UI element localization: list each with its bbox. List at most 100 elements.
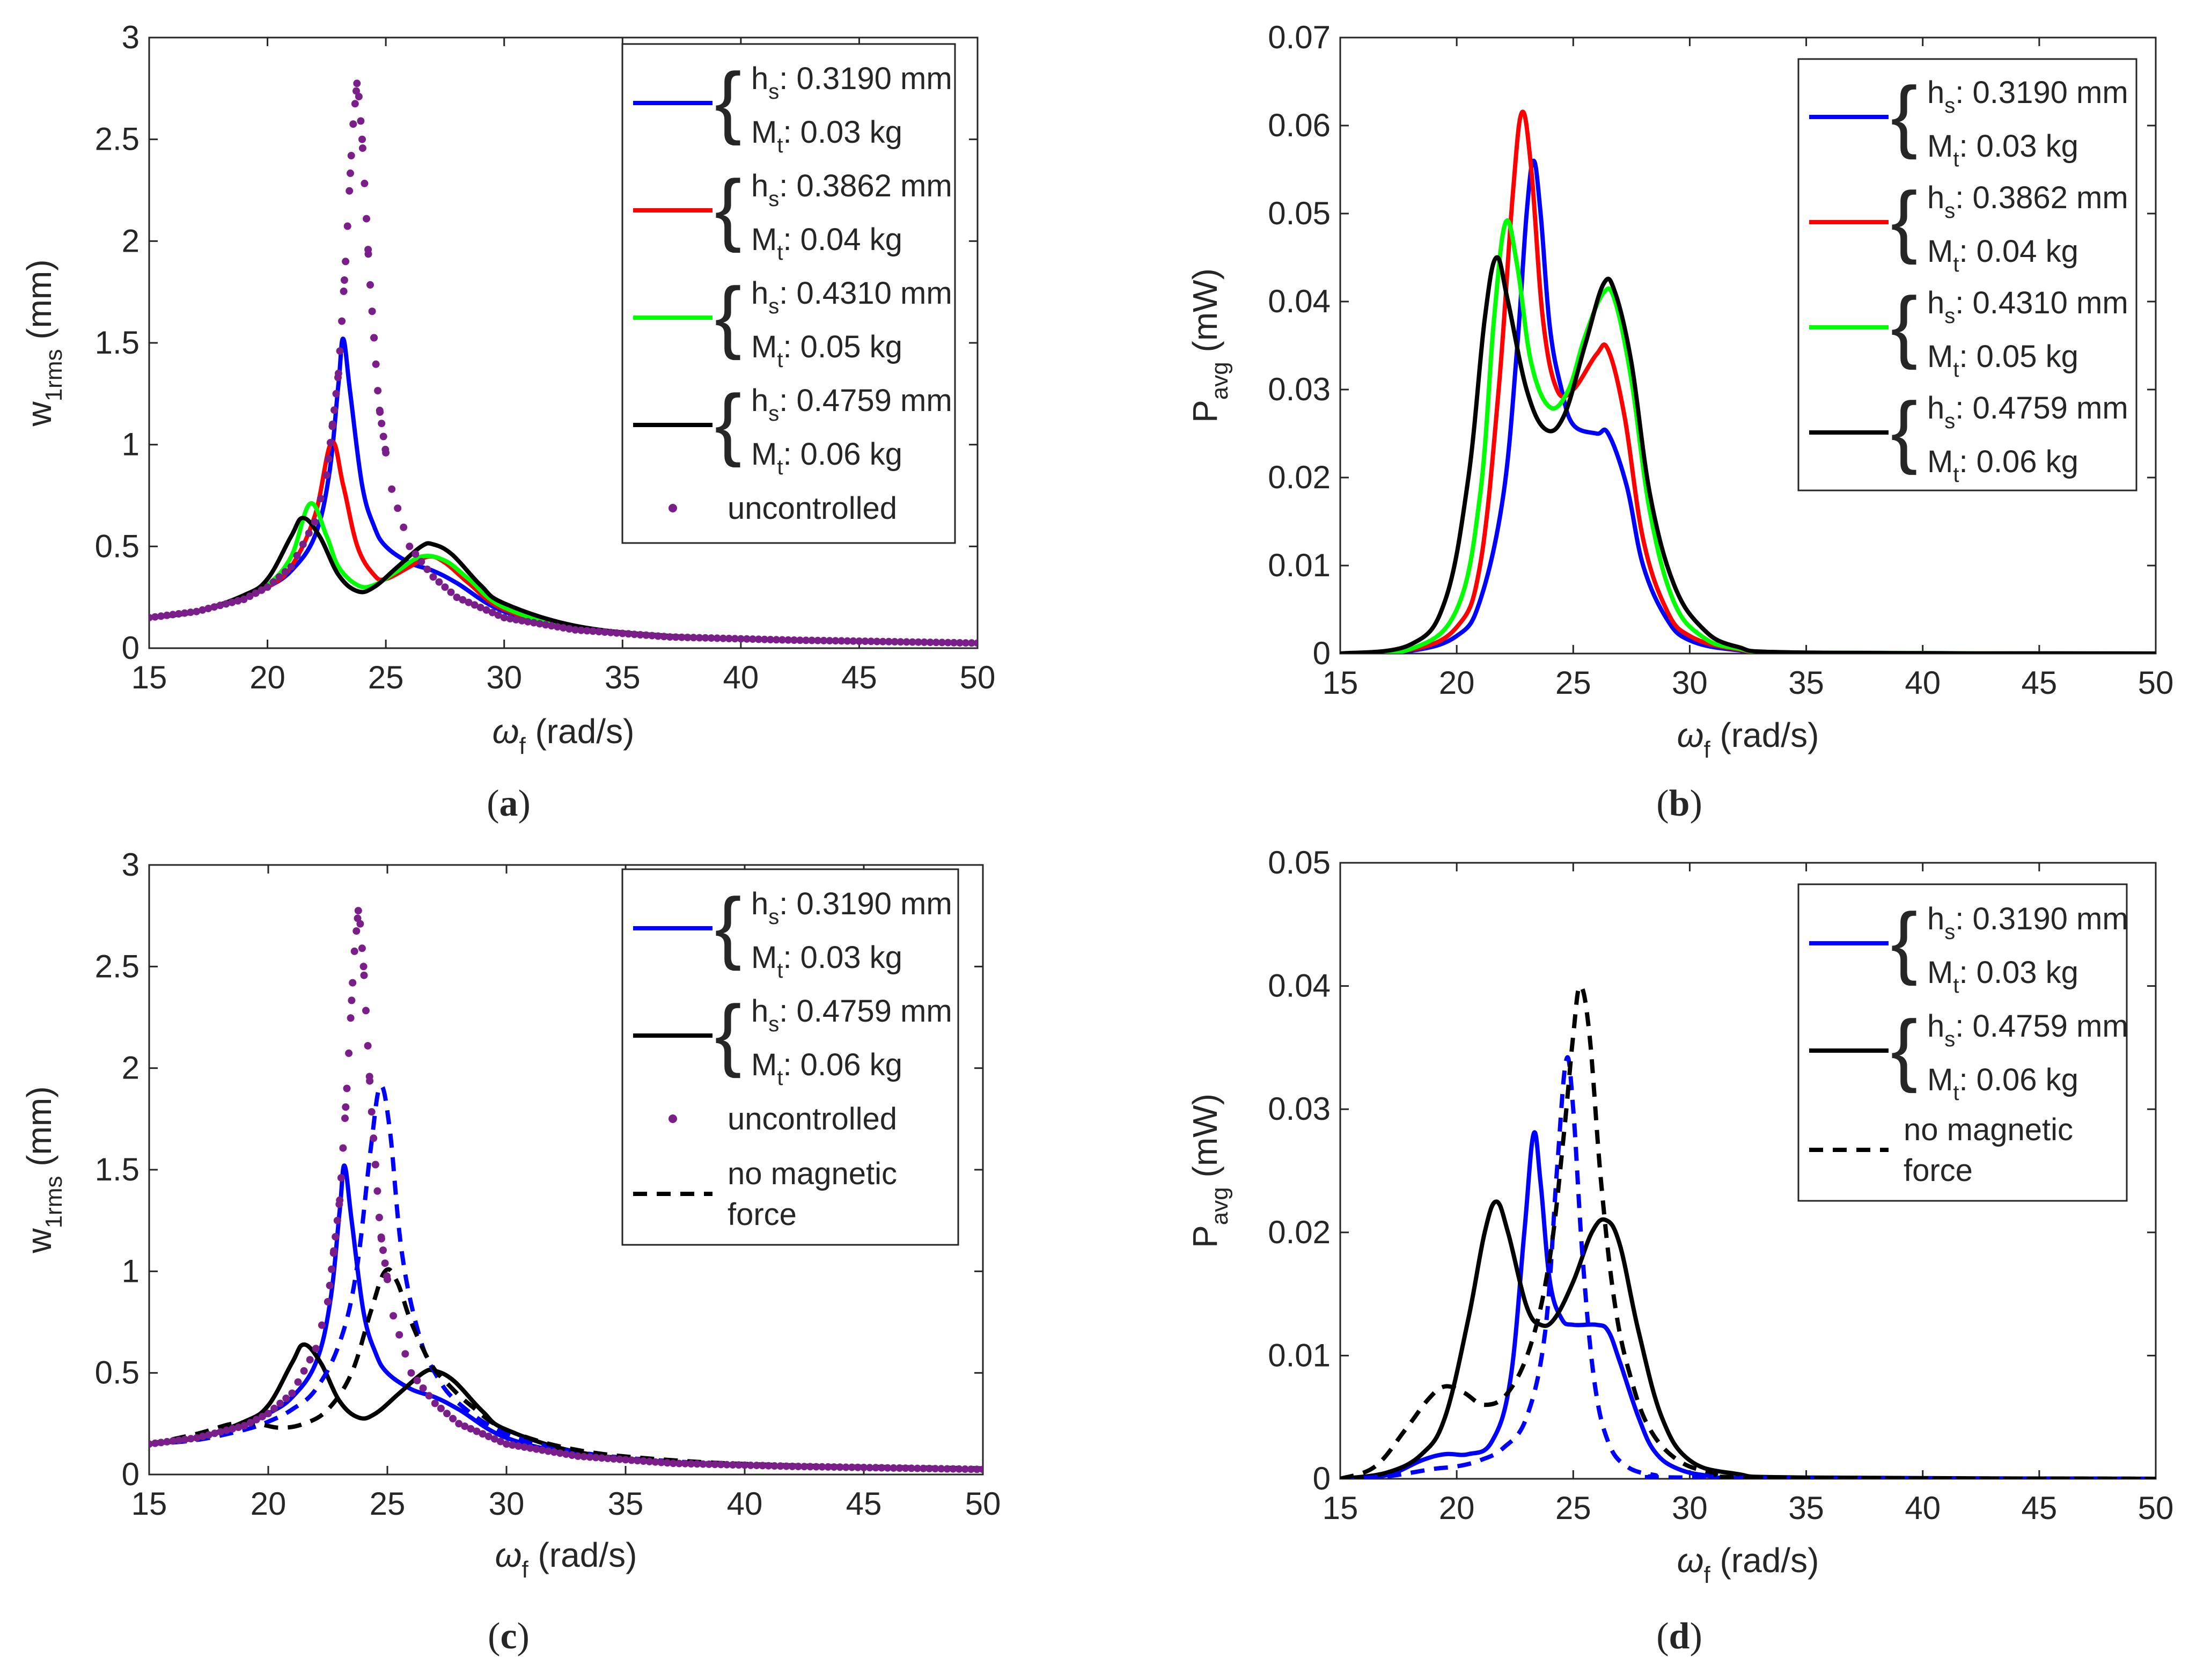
uncontrolled-point [776,1462,784,1470]
legend-label: uncontrolled [728,1102,897,1136]
x-tick-label: 20 [251,1486,287,1522]
x-tick-label: 45 [841,659,877,695]
uncontrolled-point [695,634,703,642]
legend-mt-text: Mt: 0.04 kg [751,222,902,265]
uncontrolled-point [824,1463,832,1471]
y-tick-label: 0.03 [1268,371,1331,407]
uncontrolled-point [375,1214,383,1221]
uncontrolled-point [199,606,207,614]
legend-brace: { [715,163,741,253]
uncontrolled-point [169,611,177,619]
x-tick-label: 40 [727,1486,763,1522]
uncontrolled-point [337,1174,345,1182]
uncontrolled-point [973,1465,981,1473]
uncontrolled-point [384,1275,391,1283]
uncontrolled-point [379,432,387,441]
uncontrolled-point [476,604,484,612]
legend-entry: {hs: 0.4759 mm Mt: 0.06 kg [1809,1003,2128,1105]
panel-caption: (b) [1656,783,1702,824]
uncontrolled-point [759,1462,767,1470]
y-tick-label: 0.01 [1268,1337,1331,1373]
uncontrolled-point [628,1456,636,1464]
uncontrolled-point [358,144,366,152]
legend-hs-text: hs: 0.3862 mm [751,168,952,211]
x-tick-label: 50 [965,1486,1001,1522]
y-tick-label: 1 [122,427,139,463]
uncontrolled-point [684,634,692,641]
x-tick-label: 50 [2138,1490,2174,1526]
uncontrolled-point [443,1410,451,1418]
legend-mt-text: Mt: 0.03 kg [751,115,902,157]
uncontrolled-point [820,636,828,644]
y-axis-label-group: w1rms (mm) [20,1086,67,1253]
uncontrolled-point [901,1464,909,1472]
panel-a: 15 20 25 30 35 40 45 50 0 0.5 1 1.5 2 2.5 3 ωf (rad/s) w… [20,19,995,824]
uncontrolled-point [349,120,357,128]
uncontrolled-point [589,627,597,635]
uncontrolled-point [654,632,662,640]
legend-brace: { [715,881,741,971]
uncontrolled-point [228,598,236,606]
x-tick-label: 25 [1555,665,1591,701]
uncontrolled-point [175,1436,183,1444]
uncontrolled-point [943,1465,951,1473]
legend-mt-text: Mt: 0.05 kg [751,329,902,372]
legend-entry: no magnetic force [1809,1112,2073,1188]
uncontrolled-point [753,1462,761,1470]
legend-entry: {hs: 0.3190 mm Mt: 0.03 kg [633,56,952,157]
uncontrolled-point [368,307,376,316]
uncontrolled-point [808,636,816,644]
uncontrolled-point [336,347,344,355]
uncontrolled-point [357,117,365,125]
uncontrolled-point [961,1465,969,1473]
uncontrolled-point [263,583,271,591]
panel-caption: (a) [487,783,531,824]
uncontrolled-point [157,1439,165,1447]
y-axis-label: Pavg (mW) [1186,1094,1233,1248]
uncontrolled-point [707,634,715,642]
uncontrolled-point [500,614,508,622]
y-tick-label: 0.04 [1268,968,1331,1004]
uncontrolled-point [879,637,887,645]
series-group [149,79,978,647]
y-axis-label: Pavg (mW) [1186,268,1233,423]
uncontrolled-point [258,1413,266,1421]
legend-hs-text: hs: 0.4759 mm [1927,391,2128,433]
uncontrolled-point [520,1443,528,1451]
uncontrolled-point [326,1281,334,1289]
uncontrolled-point [944,639,952,647]
uncontrolled-point [382,449,390,457]
uncontrolled-point [586,1453,594,1461]
uncontrolled-point [288,1389,296,1397]
uncontrolled-point [872,1464,880,1472]
uncontrolled-point [867,637,875,645]
uncontrolled-point [640,1457,648,1465]
uncontrolled-point [861,637,869,645]
uncontrolled-point [157,612,165,620]
uncontrolled-point [258,586,266,594]
uncontrolled-point [490,1435,498,1443]
uncontrolled-point [532,1445,540,1453]
x-tick-label: 40 [1905,665,1941,701]
uncontrolled-point [246,1419,254,1427]
uncontrolled-point [767,636,774,643]
x-axis-label: ωf (rad/s) [1677,1541,1819,1588]
uncontrolled-point [547,622,555,630]
uncontrolled-point [181,609,189,617]
y-tick-label: 0.5 [95,1355,139,1391]
uncontrolled-point [328,420,336,428]
legend-label: no magnetic [728,1156,897,1191]
uncontrolled-point [595,628,603,636]
uncontrolled-point [360,971,368,979]
x-tick-label: 15 [1323,665,1358,701]
uncontrolled-point [562,1450,570,1458]
uncontrolled-point [333,1216,341,1224]
uncontrolled-point [181,1435,189,1443]
uncontrolled-point [717,1461,725,1469]
uncontrolled-point [453,593,461,601]
uncontrolled-point [770,1462,778,1470]
uncontrolled-point [412,550,420,558]
uncontrolled-point [622,1456,629,1464]
uncontrolled-point [406,542,414,551]
uncontrolled-point [615,1455,623,1463]
